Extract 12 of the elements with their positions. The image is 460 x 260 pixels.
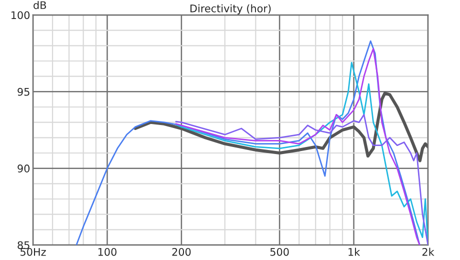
x-tick-label: 50Hz bbox=[20, 248, 46, 256]
x-tick-label: 200 bbox=[172, 248, 191, 256]
x-tick-label: 2k bbox=[422, 248, 434, 256]
y-tick-label: 85 bbox=[18, 241, 30, 250]
y-tick-label: 95 bbox=[18, 88, 30, 96]
x-tick-label: 500 bbox=[270, 248, 289, 256]
y-tick-label: 90 bbox=[18, 164, 30, 172]
chart-title: Directivity (hor) bbox=[190, 4, 271, 14]
x-tick-label: 100 bbox=[98, 248, 116, 256]
y-axis-title: dB bbox=[34, 1, 46, 10]
y-tick-label: 100 bbox=[11, 11, 30, 20]
x-tick-label: 1k bbox=[348, 248, 360, 256]
